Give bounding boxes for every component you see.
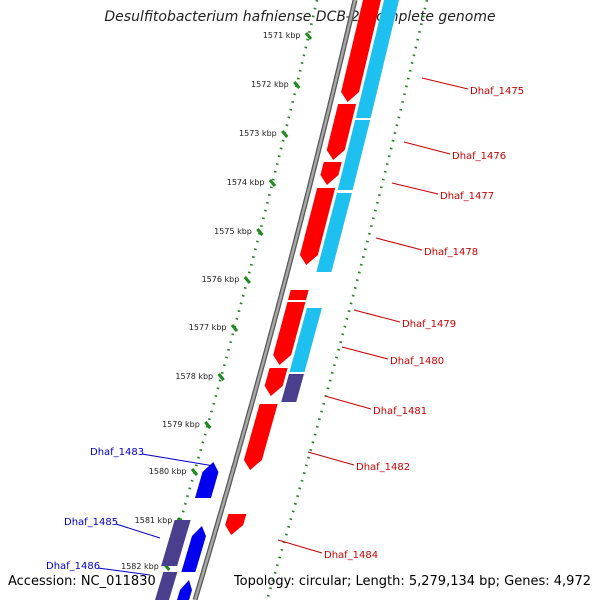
gene-leader-line — [375, 237, 423, 251]
gene-leader-line — [307, 451, 355, 466]
gene-label: Dhaf_1481 — [373, 406, 427, 417]
scale-tick-label: 1580 kbp — [149, 467, 187, 476]
forward-gene-block — [299, 188, 336, 265]
forward-gene-block — [273, 302, 306, 365]
gene-label: Dhaf_1483 — [90, 447, 144, 458]
cds-block — [337, 120, 371, 190]
forward-gene-block — [341, 0, 381, 102]
gene-label: Dhaf_1479 — [402, 319, 456, 330]
genome-backbone — [192, 0, 358, 600]
scale-tick-label: 1578 kbp — [175, 372, 213, 381]
scale-tick — [281, 130, 289, 138]
gene-leader-line — [341, 346, 389, 360]
scale-tick-label: 1573 kbp — [239, 129, 277, 138]
genome-backbone-highlight — [193, 0, 357, 600]
gene-leader-line — [353, 309, 401, 323]
gene-label: Dhaf_1486 — [46, 561, 100, 572]
scale-tick-label: 1577 kbp — [189, 323, 227, 332]
scale-tick-label: 1575 kbp — [214, 227, 252, 236]
reverse-cds-block — [155, 572, 178, 600]
forward-gene-block — [320, 162, 342, 185]
scale-tick-label: 1581 kbp — [135, 516, 173, 525]
forward-gene-block — [264, 368, 288, 396]
reverse-gene-block — [177, 580, 192, 600]
gene-label: Dhaf_1476 — [452, 151, 506, 162]
scale-tick — [293, 81, 301, 89]
cds-block — [355, 0, 399, 118]
gene-label: Dhaf_1478 — [424, 247, 478, 258]
backbone-layer — [192, 0, 358, 600]
gene-leader-line — [403, 141, 451, 155]
gene-leader-line — [97, 567, 151, 576]
forward-gene-block — [243, 404, 278, 470]
reverse-gene-block — [181, 526, 206, 572]
scale-tick — [304, 32, 313, 40]
scale-tick — [256, 228, 264, 236]
scale-tick-label: 1579 kbp — [162, 420, 200, 429]
gene-leader-line — [391, 182, 439, 195]
scale-tick-label: 1576 kbp — [202, 275, 240, 284]
reverse-cds-block — [161, 520, 191, 566]
scale-tick — [230, 324, 239, 332]
gene-leader-line — [141, 453, 215, 467]
genome-title: Desulfitobacterium hafniense DCB-2, comp… — [104, 9, 496, 25]
scale-tick-label: 1572 kbp — [251, 80, 289, 89]
gene-label: Dhaf_1475 — [470, 86, 524, 97]
gene-leader-line — [115, 523, 161, 539]
gene-leader-line — [277, 539, 323, 554]
scale-tick-label: 1571 kbp — [263, 31, 301, 40]
accession-text: Accession: NC_011830 — [8, 574, 156, 589]
genome-summary: Topology: circular; Length: 5,279,134 bp… — [233, 574, 591, 589]
scale-tick — [243, 276, 251, 284]
reverse-gene-block — [195, 462, 219, 498]
forward-gene-block — [288, 290, 309, 300]
scale-tick — [204, 421, 212, 429]
scale-tick-label: 1582 kbp — [121, 562, 159, 571]
gene-label: Dhaf_1482 — [356, 462, 410, 473]
scale-tick-label: 1574 kbp — [227, 178, 265, 187]
gene-label-layer: Dhaf_1475 Dhaf_1476 Dhaf_1477 Dhaf_1478 Dhaf… — [46, 77, 524, 576]
gene-label: Dhaf_1477 — [440, 191, 494, 202]
scale-tick — [217, 373, 225, 381]
cds-block — [289, 308, 322, 372]
cds-block-dark — [281, 374, 304, 402]
gene-label: Dhaf_1480 — [390, 356, 444, 367]
cds-block — [316, 193, 352, 272]
scale-tick — [268, 179, 277, 187]
forward-gene-block — [326, 104, 357, 160]
gene-label: Dhaf_1484 — [324, 550, 378, 561]
gene-leader-line — [324, 395, 372, 410]
gene-feature-layer — [155, 0, 399, 600]
scale-tick — [190, 468, 199, 476]
gene-leader-line — [421, 77, 469, 90]
forward-gene-block — [225, 514, 247, 535]
gene-label: Dhaf_1485 — [64, 517, 118, 528]
scale-tick-layer: 1571 kbp 1572 kbp 1573 kbp 1574 kbp 1575 kbp… — [121, 31, 313, 571]
